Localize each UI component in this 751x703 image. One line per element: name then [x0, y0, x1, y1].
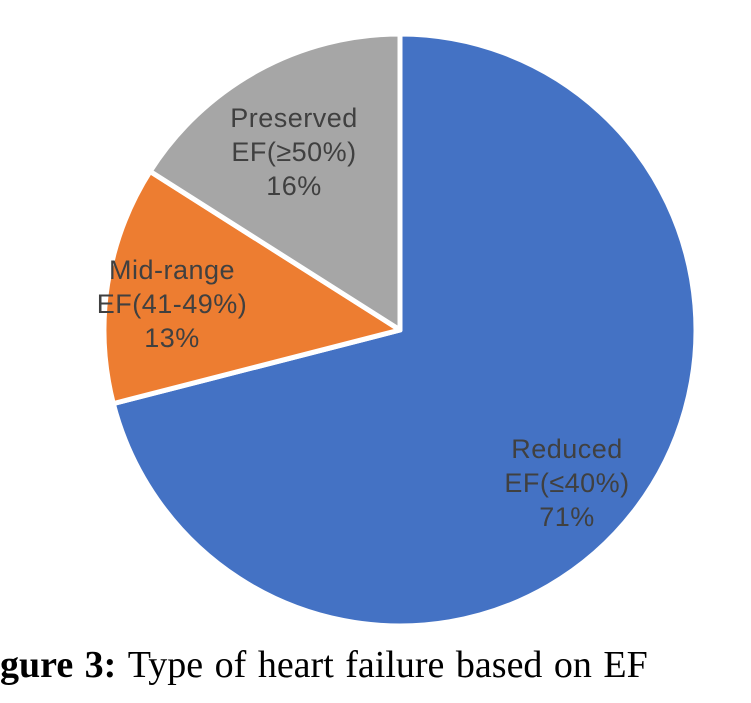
figure-caption: gure 3: Type of heart failure based on EF: [0, 638, 751, 692]
pie-slice-preserved-ef-50: [147, 31, 403, 333]
figure-caption-number: gure 3:: [0, 644, 117, 686]
pie-slice-reduced-ef-40: [110, 31, 699, 629]
figure-caption-text: Type of heart failure based on EF: [127, 644, 648, 686]
pie-slice-mid-range-ef-41-49: [101, 168, 403, 407]
